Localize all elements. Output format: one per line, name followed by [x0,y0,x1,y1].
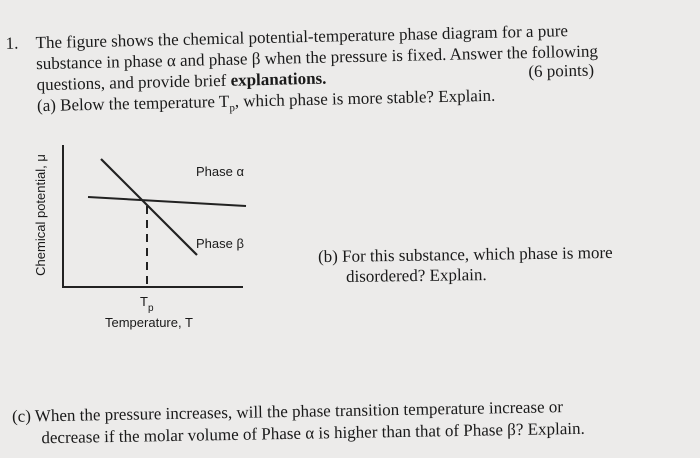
y-axis-label: Chemical potential, μ [33,154,48,276]
phase-alpha-label: Phase α [196,164,244,179]
part-c: (c) When the pressure increases, will th… [0,383,700,455]
part-b-line: (b) For this substance, which phase is m… [317,242,613,267]
x-axis-label: Temperature, T [105,315,193,330]
tp-sub: p [148,303,154,314]
tp-label: T [140,294,148,309]
phase-alpha-line [87,196,247,207]
part-b-line: disordered? Explain. [345,265,487,286]
phase-beta-label: Phase β [196,236,244,251]
phase-beta-line [100,158,198,256]
